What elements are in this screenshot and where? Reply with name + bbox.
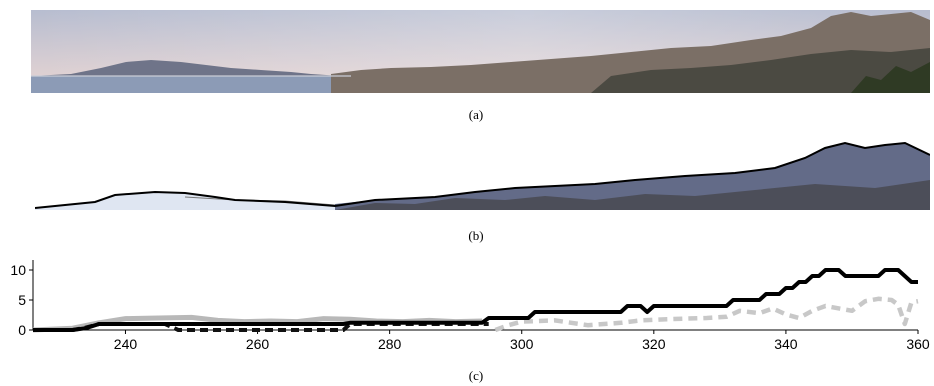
near-hills (591, 48, 930, 93)
skyline-line (35, 141, 930, 209)
x-tick-label: 360 (906, 336, 930, 352)
caption-a: (a) (468, 107, 484, 122)
x-tick-label: 300 (510, 336, 534, 352)
tick-labels: 240 260 280 300 320 340 360 0 5 10 (10, 262, 929, 352)
contour-fill-left (35, 192, 335, 210)
panorama-photo (31, 10, 930, 93)
x-tick-label: 260 (246, 336, 270, 352)
far-mountains (31, 60, 361, 76)
x-tick-label: 340 (774, 336, 798, 352)
caption-b: (b) (468, 228, 484, 243)
line-chart: 240 260 280 300 320 340 360 0 5 10 (10, 260, 930, 352)
x-tick-label: 280 (378, 336, 402, 352)
sea (31, 76, 351, 93)
series-line-dashed-gray (494, 296, 919, 333)
skyline-contour (35, 141, 930, 210)
x-tick-label: 240 (114, 336, 138, 352)
series-line-solid-black (33, 268, 918, 332)
y-tick-label: 0 (18, 322, 26, 338)
y-tick-label: 10 (10, 262, 26, 278)
trees (851, 62, 930, 93)
caption-c: (c) (468, 368, 484, 383)
x-tick-label: 320 (642, 336, 666, 352)
contour-detail (335, 180, 930, 210)
series-group (32, 268, 919, 333)
y-tick-label: 5 (18, 292, 26, 308)
